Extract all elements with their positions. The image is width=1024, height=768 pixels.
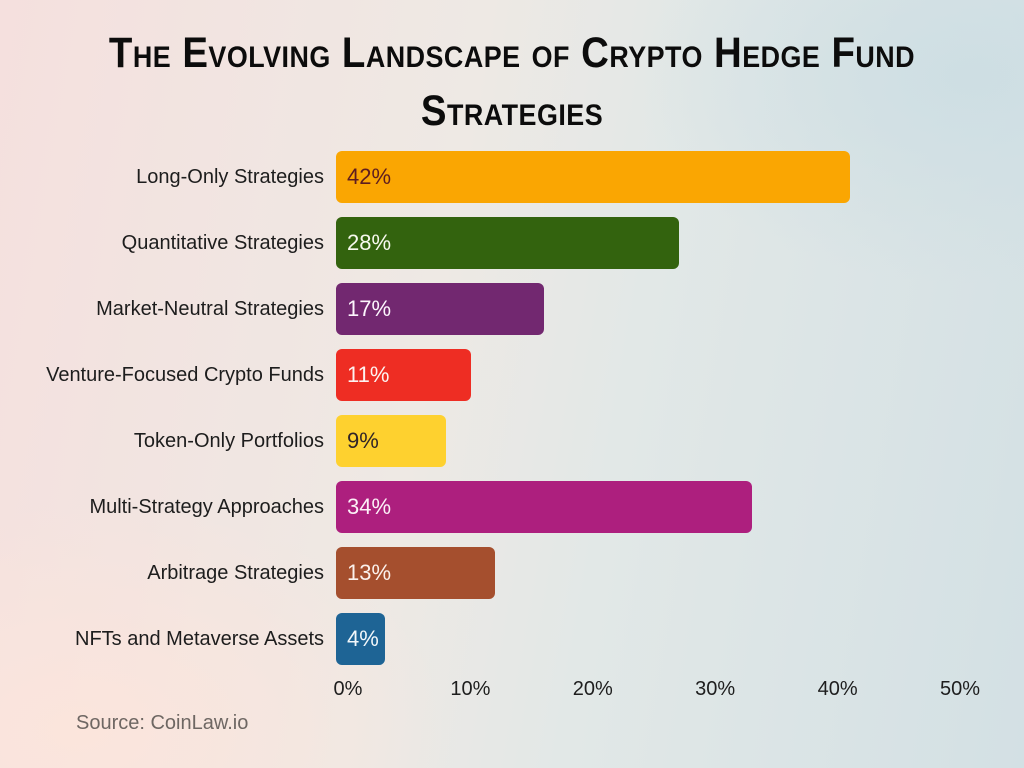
category-label: Token-Only Portfolios bbox=[133, 430, 324, 452]
bar-row: Venture-Focused Crypto Funds 11% bbox=[0, 342, 1024, 408]
value-label: 17% bbox=[347, 296, 392, 321]
value-label: 9% bbox=[347, 428, 379, 453]
source-attribution: Source: CoinLaw.io bbox=[76, 712, 249, 734]
bar-row: Market-Neutral Strategies 17% bbox=[0, 276, 1024, 342]
bar-track: 17% bbox=[336, 283, 948, 335]
bar-row: Arbitrage Strategies 13% bbox=[0, 540, 1024, 606]
bar-row: Quantitative Strategies 28% bbox=[0, 210, 1024, 276]
bar-row: Token-Only Portfolios 9% bbox=[0, 408, 1024, 474]
chart-title-line2: Strategies bbox=[420, 87, 604, 135]
bar-row: Long-Only Strategies 42% bbox=[0, 144, 1024, 210]
x-tick-label: 10% bbox=[450, 678, 491, 700]
x-tick-label: 20% bbox=[572, 678, 613, 700]
x-tick-label: 30% bbox=[695, 678, 736, 700]
x-tick-label: 0% bbox=[333, 678, 363, 700]
category-label: Long-Only Strategies bbox=[136, 166, 324, 188]
bar-rows: Long-Only Strategies 42% Quantitative St… bbox=[0, 144, 1024, 672]
x-axis: 0% 10% 20% 30% 40% 50% bbox=[334, 672, 980, 706]
value-label: 42% bbox=[347, 164, 392, 189]
bar: 13% bbox=[336, 547, 496, 599]
bar-track: 13% bbox=[336, 547, 948, 599]
x-tick-label: 50% bbox=[939, 678, 981, 700]
bar: 28% bbox=[336, 217, 679, 269]
bar-track: 11% bbox=[336, 349, 948, 401]
value-label: 13% bbox=[347, 560, 392, 585]
bar: 11% bbox=[336, 349, 471, 401]
value-label: 4% bbox=[347, 626, 379, 651]
chart-title-line1: The Evolving Landscape of Crypto Hedge F… bbox=[108, 29, 916, 77]
bar: 4% bbox=[336, 613, 385, 665]
chart-title: The Evolving Landscape of Crypto Hedge F… bbox=[0, 24, 1024, 140]
bar: 42% bbox=[336, 151, 851, 203]
bar-track: 28% bbox=[336, 217, 948, 269]
category-label: Multi-Strategy Approaches bbox=[89, 496, 324, 518]
category-label: Market-Neutral Strategies bbox=[96, 298, 324, 320]
bar-track: 9% bbox=[336, 415, 948, 467]
bar-row: NFTs and Metaverse Assets 4% bbox=[0, 606, 1024, 672]
bar-chart: Long-Only Strategies 42% Quantitative St… bbox=[0, 144, 1024, 706]
value-label: 28% bbox=[347, 230, 392, 255]
bar: 17% bbox=[336, 283, 545, 335]
category-label: Venture-Focused Crypto Funds bbox=[46, 364, 324, 386]
value-label: 11% bbox=[347, 362, 390, 387]
category-label: NFTs and Metaverse Assets bbox=[75, 628, 324, 650]
bar-track: 34% bbox=[336, 481, 948, 533]
bar-track: 4% bbox=[336, 613, 948, 665]
value-label: 34% bbox=[347, 494, 392, 519]
category-label: Quantitative Strategies bbox=[121, 232, 324, 254]
bar-row: Multi-Strategy Approaches 34% bbox=[0, 474, 1024, 540]
bar: 34% bbox=[336, 481, 753, 533]
bar: 9% bbox=[336, 415, 447, 467]
x-tick-label: 40% bbox=[817, 678, 858, 700]
bar-track: 42% bbox=[336, 151, 948, 203]
category-label: Arbitrage Strategies bbox=[147, 562, 324, 584]
